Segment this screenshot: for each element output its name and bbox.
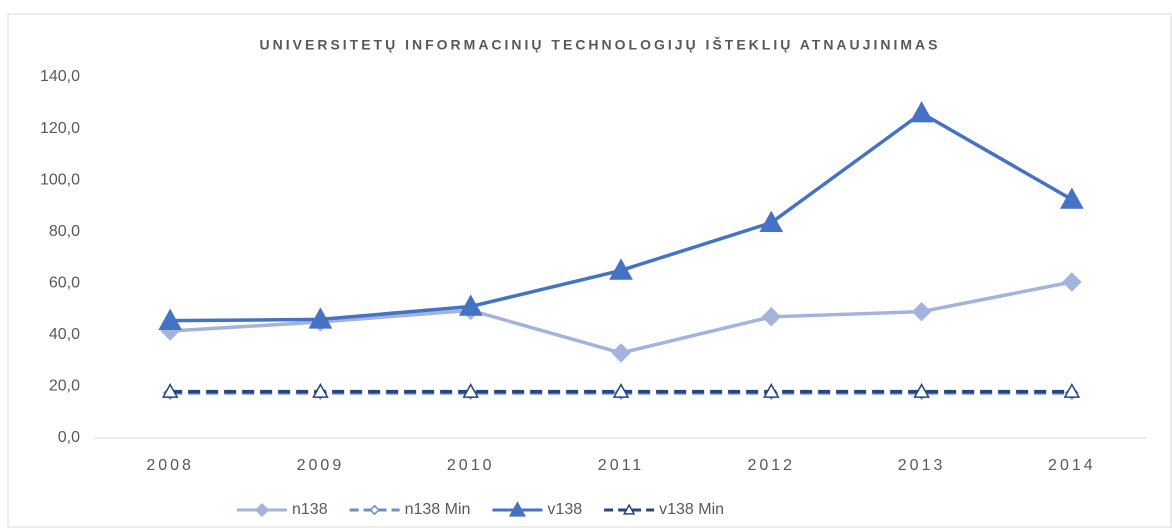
y-tick-label: 40,0 [49,326,80,343]
marker [761,307,781,327]
x-tick-label: 2014 [1048,457,1096,474]
marker [312,383,329,398]
y-tick-label: 60,0 [49,275,80,292]
marker [763,383,780,398]
x-tick-label: 2013 [898,457,946,474]
marker [458,294,483,316]
marker [612,383,630,398]
x-tick-label: 2012 [747,457,795,474]
marker [369,504,380,516]
marker [909,101,934,123]
y-tick-label: 100,0 [40,171,80,188]
marker [1062,272,1082,292]
marker [158,308,182,330]
marker [1060,187,1084,209]
legend-label: v138 [547,501,582,518]
marker [508,501,526,517]
x-tick-label: 2008 [146,457,194,474]
marker [622,503,636,515]
y-tick-label: 140,0 [40,68,80,85]
chart-title: UNIVERSITETŲ INFORMACINIŲ TECHNOLOGIJŲ I… [260,36,941,53]
chart-border [7,13,1172,528]
y-tick-label: 0,0 [58,429,80,446]
legend-label: n138 [292,501,328,518]
marker [1063,383,1081,398]
marker [911,301,932,322]
marker [609,258,633,280]
legend-label: n138 Min [405,501,471,518]
y-tick-label: 80,0 [49,223,80,240]
marker [308,307,333,329]
x-tick-label: 2009 [297,457,345,474]
marker [254,502,270,518]
marker [161,383,179,398]
legend-label: v138 Min [659,501,724,518]
y-tick-label: 20,0 [49,378,80,395]
x-tick-label: 2010 [447,457,495,474]
x-tick-label: 2011 [598,457,644,474]
marker [913,383,930,398]
marker [759,210,784,232]
y-tick-label: 120,0 [40,120,80,137]
marker [611,343,631,363]
marker [462,383,479,398]
